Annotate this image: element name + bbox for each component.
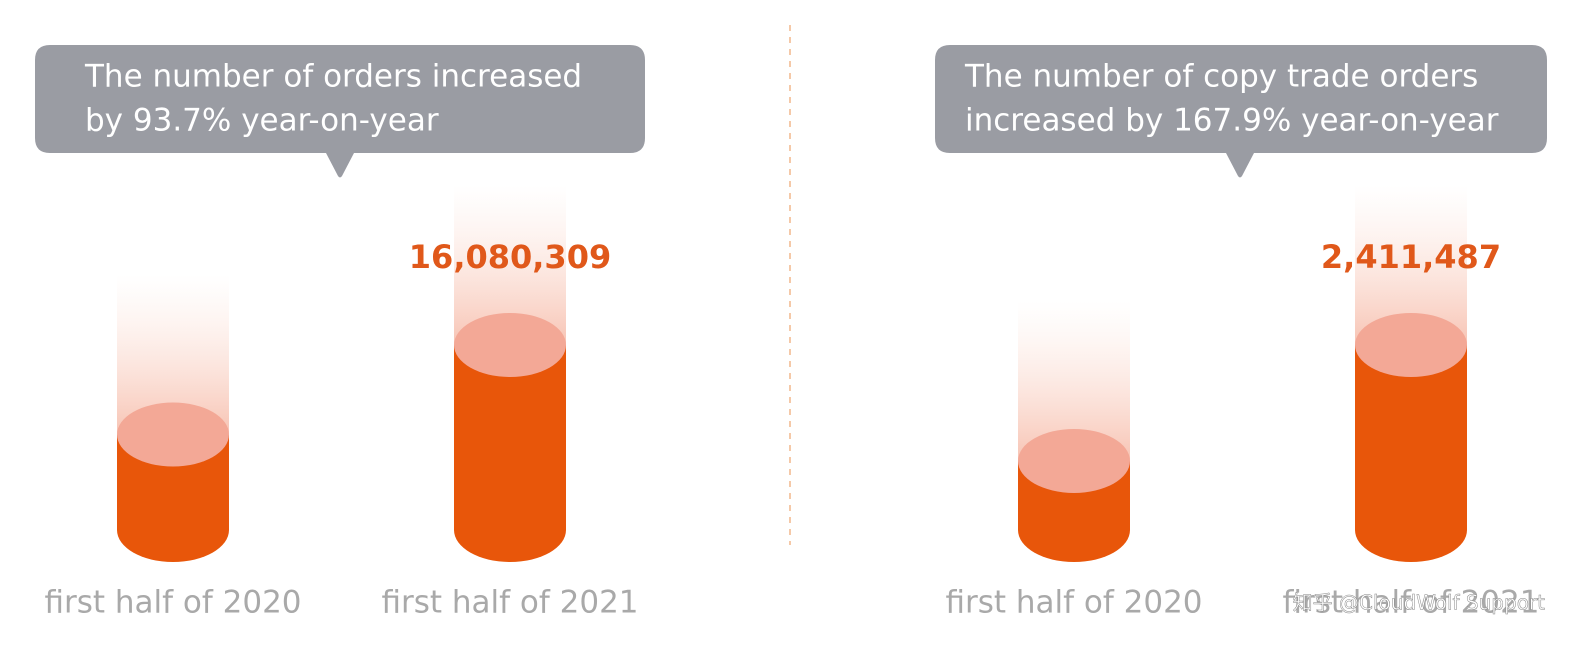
cylinder-top (454, 313, 566, 377)
callout (935, 45, 1547, 178)
category-label: first half of 2021 (381, 585, 638, 621)
cylinder-top (117, 402, 229, 467)
callout-text: increased by 167.9% year-on-year (965, 103, 1499, 139)
category-label: first half of 2021 (1282, 585, 1539, 621)
value-label: 2,411,487 (1321, 238, 1501, 276)
callout (35, 45, 645, 178)
callout-text: by 93.7% year-on-year (85, 103, 439, 139)
callout-text: The number of copy trade orders (964, 59, 1478, 95)
value-label: 16,080,309 (409, 238, 611, 276)
callout-text: The number of orders increased (84, 59, 582, 95)
cylinder-top (1018, 428, 1130, 493)
cylinder-top (1355, 313, 1467, 377)
category-label: first half of 2020 (945, 585, 1202, 621)
watermark: 知乎 @CloudWolf Support (1293, 591, 1546, 615)
category-label: first half of 2020 (44, 585, 301, 621)
